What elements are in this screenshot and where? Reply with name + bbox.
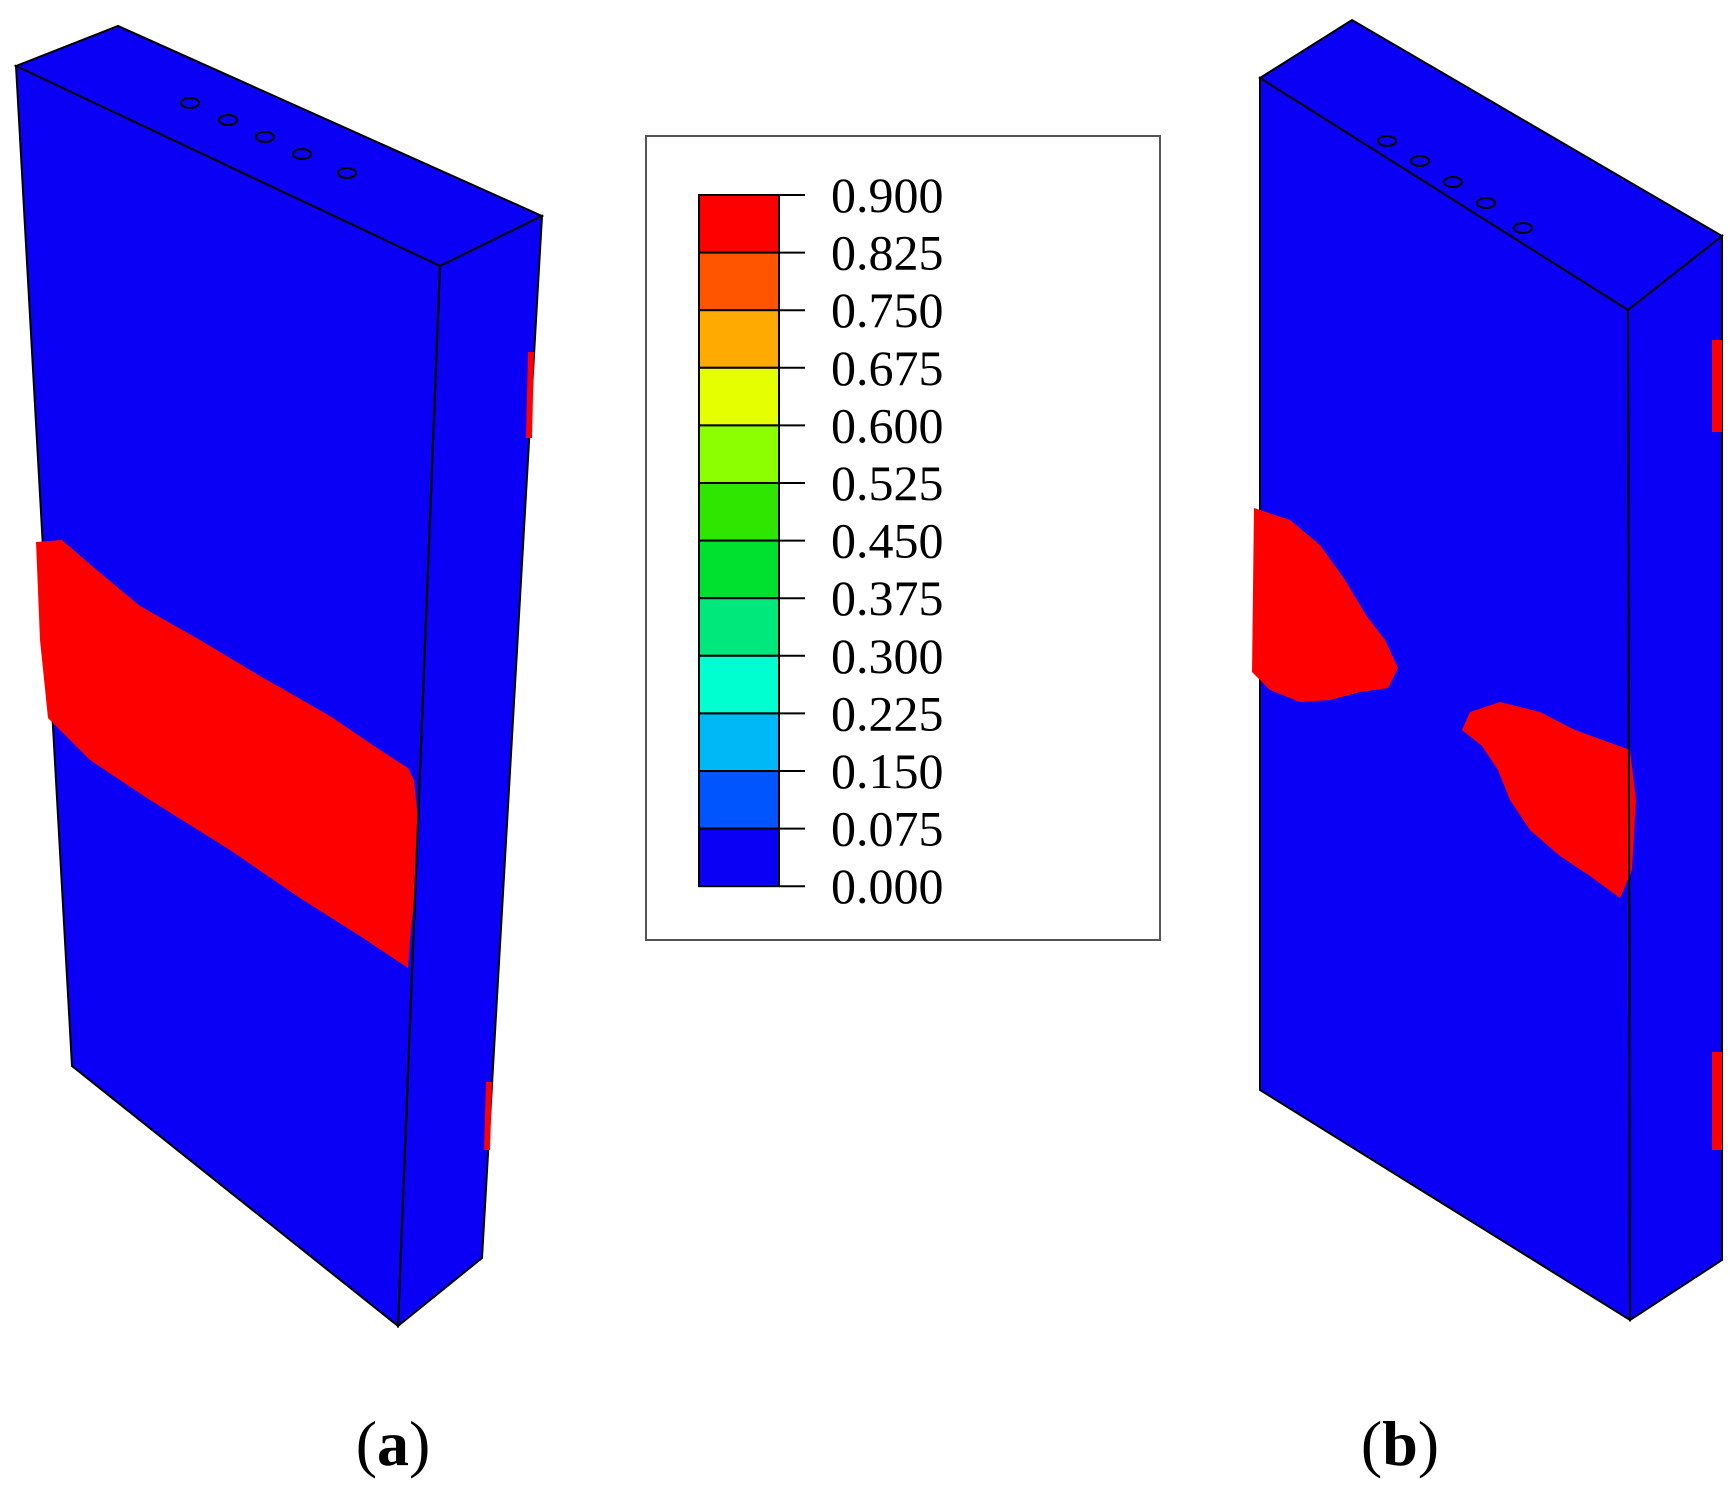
panel-b-damage-left xyxy=(1252,508,1398,702)
legend-band-3 xyxy=(698,366,780,427)
legend-band-10 xyxy=(698,770,780,830)
panel-a-specimen xyxy=(13,24,545,1329)
legend-tick-label-8: 0.300 xyxy=(831,628,944,684)
legend-tick-label-11: 0.075 xyxy=(831,801,944,857)
panel-a-side-damage-upper xyxy=(526,352,534,438)
panel-a-damage-band xyxy=(36,540,418,968)
legend-band-4 xyxy=(698,424,780,484)
panel-b-bolt-holes xyxy=(1377,135,1533,234)
panel-b-vertical-edge xyxy=(1627,309,1631,1321)
legend-tick-label-1: 0.825 xyxy=(831,225,944,281)
legend-tick-label-4: 0.600 xyxy=(831,397,944,453)
legend-band-11 xyxy=(698,827,780,888)
panel-a-side-damage-lower xyxy=(484,1082,492,1150)
panel-b-side-face xyxy=(1626,233,1723,1322)
legend: 0.9000.8250.7500.6750.6000.5250.4500.375… xyxy=(645,135,1161,941)
legend-tick-label-6: 0.450 xyxy=(831,513,944,569)
caption-a: (a) xyxy=(356,1408,431,1479)
panel-b-side-damage-upper xyxy=(1712,340,1722,432)
legend-band-9 xyxy=(698,712,780,773)
legend-tick-label-2: 0.750 xyxy=(831,282,944,338)
legend-band-5 xyxy=(698,482,780,542)
legend-tick-label-12: 0.000 xyxy=(831,858,944,914)
legend-band-1 xyxy=(698,251,780,312)
legend-tick-label-0: 0.900 xyxy=(831,167,944,223)
legend-band-6 xyxy=(698,539,780,600)
panel-b-side-damage-lower xyxy=(1712,1052,1722,1150)
legend-band-8 xyxy=(698,654,780,715)
legend-tick-label-10: 0.150 xyxy=(831,743,944,799)
caption-b: (b) xyxy=(1361,1408,1439,1479)
panel-b-specimen xyxy=(1252,18,1724,1322)
legend-tick-label-3: 0.675 xyxy=(831,340,944,396)
legend-tick-label-7: 0.375 xyxy=(831,570,944,626)
panel-b-damage-right xyxy=(1462,702,1636,898)
legend-tick-label-9: 0.225 xyxy=(831,685,944,741)
legend-ticks: 0.9000.8250.7500.6750.6000.5250.4500.375… xyxy=(779,167,944,914)
legend-band-2 xyxy=(698,309,780,369)
legend-tick-label-5: 0.525 xyxy=(831,455,944,511)
legend-color-bands xyxy=(698,194,780,888)
panel-a-bolt-holes xyxy=(180,97,357,179)
legend-band-7 xyxy=(698,597,780,657)
panel-a-vertical-edge xyxy=(397,265,441,1327)
legend-band-0 xyxy=(698,194,780,254)
